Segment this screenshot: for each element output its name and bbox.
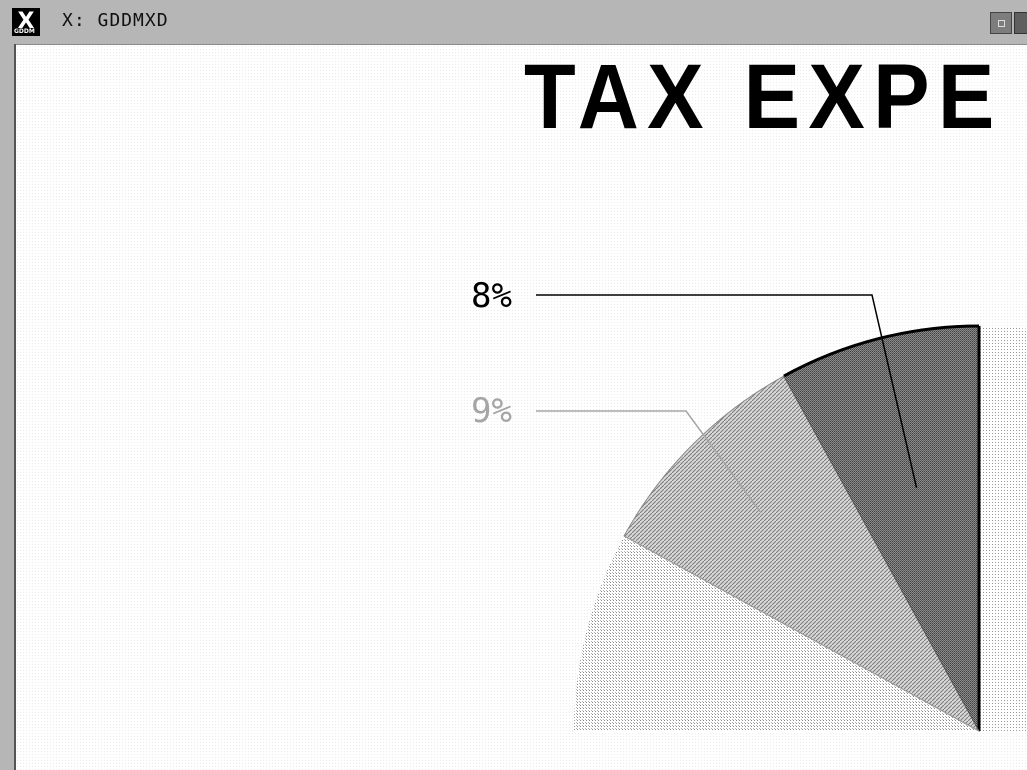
logo-glyph: X (17, 9, 35, 34)
pie-label-8pct-leader (536, 294, 918, 488)
window-title: X: GDDMXD (62, 10, 169, 31)
title-bar[interactable]: X GDDM X: GDDMXD (0, 0, 1027, 45)
pie-slice-8pct (783, 326, 979, 731)
maximize-button-icon[interactable] (1014, 12, 1027, 34)
pie-radius-9pct (623, 535, 980, 732)
pie-label-9pct: 9% (471, 391, 512, 431)
pie-label-9pct-leader (536, 410, 762, 514)
graphics-area: TAX EXPE (16, 45, 1027, 770)
minimize-dot-icon (998, 20, 1005, 27)
pie-slice-remainder-left (574, 535, 979, 731)
pie-slice-9pct (623, 375, 981, 733)
logo-caption: GDDM (14, 28, 35, 35)
pie-slice-remainder-right (979, 326, 1027, 731)
chart-title: TAX EXPE (524, 46, 1003, 148)
pie-chart: 8% 9% (471, 276, 1027, 733)
pie-label-8pct: 8% (471, 276, 512, 316)
pie-slice-8pct-rim (783, 324, 980, 378)
x-window-logo-icon[interactable]: X GDDM (12, 8, 40, 36)
pie-radius-8pct (783, 375, 980, 732)
minimize-button-icon[interactable] (990, 12, 1012, 34)
window-left-border[interactable] (0, 44, 16, 770)
